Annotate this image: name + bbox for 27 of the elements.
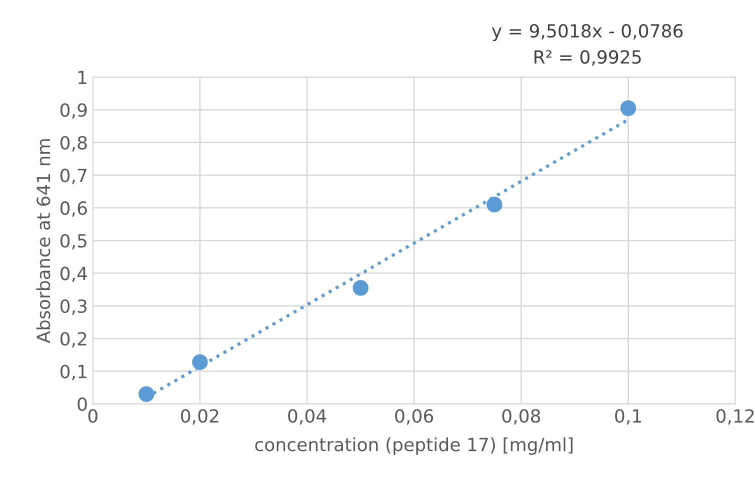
point [486,196,502,212]
y-axis-title: Absorbance at 641 nm [36,139,50,344]
y-tick-label: 0,6 [60,201,87,217]
x-tick-label: 0,1 [615,409,641,425]
y-tick-label: 0,2 [60,332,86,348]
x-tick-label: 0,04 [288,409,326,425]
x-tick-label: 0,06 [395,409,434,425]
x-tick-label: 0,12 [716,409,754,425]
text: R² = 0,9925 [534,50,641,66]
y-tick-label: 0,3 [60,299,87,315]
x-axis-title: concentration (peptide 17) [mg/ml] [255,437,572,455]
y-tick-label: 0,5 [60,234,86,250]
point [138,386,154,402]
point [352,280,368,296]
x-tick-label: 0,02 [181,409,218,425]
y-tick-label: 1 [78,70,86,84]
y-tick-label: 0,8 [60,136,87,152]
text: y = 9,5018x - 0,0786 [492,24,683,42]
y-tick-label: 0 [78,397,87,412]
y-tick-label: 0,4 [60,266,87,282]
x-tick-label: 0,08 [502,409,540,425]
point [192,354,208,370]
y-tick-label: 0,1 [60,364,86,380]
x-tick-label: 0 [88,409,98,423]
point [620,100,636,116]
y-tick-label: 0,7 [60,168,86,184]
y-tick-label: 0,9 [60,103,87,119]
